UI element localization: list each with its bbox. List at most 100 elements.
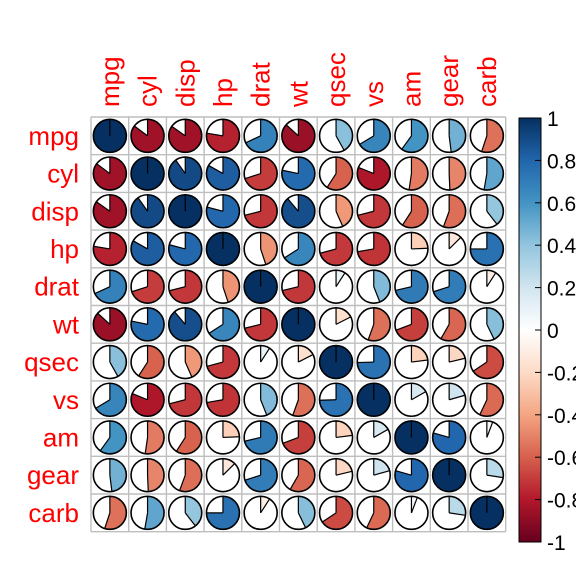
- colorbar-tick-label: 0.2: [547, 278, 576, 301]
- pie-radius-line: [395, 286, 412, 292]
- pie-cell-carb-wt: [281, 495, 316, 531]
- pie-outline: [356, 118, 392, 154]
- pie-outline: [318, 118, 354, 154]
- pie-outline: [469, 269, 505, 304]
- pie-cell-wt-hp: [205, 307, 241, 342]
- pie-cell-carb-disp: [167, 495, 203, 531]
- pie-radius-line: [373, 470, 390, 476]
- pie-radius-line: [96, 163, 111, 175]
- pie-radius-line: [284, 248, 299, 259]
- colorbar-tick-label: 0: [547, 320, 559, 343]
- pie-radius-line: [440, 324, 450, 339]
- pie-outline: [243, 495, 278, 531]
- pie-radius-line: [292, 399, 299, 416]
- pie-outline: [431, 193, 467, 229]
- pie-cell-vs-gear: [431, 382, 467, 418]
- pie-radius-line: [408, 173, 413, 190]
- pie-wedge: [298, 496, 315, 528]
- pie-cell-hp-cyl: [130, 231, 165, 267]
- pie-layer: [92, 118, 505, 531]
- pie-cell-vs-cyl: [130, 382, 165, 418]
- pie-cell-mpg-carb: [469, 118, 505, 154]
- pie-radius-line: [367, 324, 375, 341]
- pie-wedge: [336, 458, 353, 476]
- pie-cell-wt-cyl: [130, 307, 165, 342]
- pie-cell-qsec-cyl: [130, 344, 165, 380]
- pie-radius-line: [222, 286, 229, 303]
- pie-wedge: [479, 383, 504, 417]
- pie-cell-hp-disp: [167, 231, 203, 267]
- pie-outline: [167, 193, 203, 229]
- pie-cell-carb-vs: [356, 495, 392, 531]
- pie-cell-hp-am: [394, 231, 429, 267]
- pie-cell-disp-drat: [243, 193, 278, 229]
- pie-cell-wt-vs: [356, 307, 392, 342]
- pie-outline: [431, 457, 467, 493]
- pie-cell-qsec-mpg: [92, 344, 128, 380]
- pie-radius-line: [244, 172, 261, 180]
- pie-wedge: [449, 157, 466, 191]
- pie-radius-line: [137, 197, 149, 212]
- pie-outline: [205, 118, 241, 154]
- pie-radius-line: [411, 391, 427, 401]
- pie-outline: [281, 156, 316, 191]
- pie-radius-line: [479, 399, 488, 415]
- pie-cell-mpg-qsec: [318, 118, 354, 154]
- pie-wedge: [244, 307, 278, 341]
- pie-cell-gear-cyl: [130, 457, 165, 493]
- pie-wedge: [440, 307, 466, 341]
- pie-wedge: [100, 420, 127, 454]
- pie-outline: [356, 344, 392, 380]
- pie-cell-hp-vs: [356, 231, 392, 267]
- pie-wedge: [473, 345, 504, 379]
- pie-wedge: [260, 383, 278, 416]
- pie-radius-line: [175, 437, 186, 452]
- pie-outline: [205, 193, 241, 229]
- pie-wedge: [449, 232, 461, 249]
- pie-outline: [243, 156, 278, 191]
- pie-wedge: [409, 157, 428, 191]
- pie-cell-wt-drat: [243, 307, 278, 342]
- pie-outline: [318, 193, 354, 229]
- pie-wedge: [359, 119, 391, 153]
- pie-cell-cyl-gear: [431, 156, 467, 191]
- label-layer: mpgmpgcylcyldispdisphphpdratdratwtwtqsec…: [24, 52, 502, 528]
- pie-cell-drat-disp: [167, 269, 203, 304]
- pie-cell-vs-hp: [205, 382, 241, 418]
- pie-radius-line: [206, 399, 224, 404]
- pie-cell-gear-hp: [205, 457, 241, 493]
- pie-cell-carb-qsec: [318, 495, 354, 531]
- pie-cell-hp-gear: [431, 231, 467, 267]
- pie-cell-vs-qsec: [318, 382, 354, 418]
- pie-radius-line: [222, 463, 236, 476]
- pie-outline: [281, 420, 316, 455]
- pie-outline: [356, 495, 392, 531]
- pie-wedge: [486, 307, 504, 340]
- pie-wedge: [443, 194, 466, 228]
- colorbar-tick-label: -0.8: [547, 490, 576, 513]
- pie-cell-wt-gear: [431, 307, 467, 342]
- pie-radius-line: [109, 475, 113, 492]
- colorbar-tick-label: 0.8: [547, 150, 576, 173]
- pie-wedge: [449, 383, 466, 400]
- pie-wedge: [366, 496, 391, 530]
- pie-radius-line: [486, 324, 495, 340]
- pie-outline: [243, 118, 278, 154]
- pie-outline: [356, 156, 392, 191]
- pie-outline: [92, 231, 128, 267]
- colorbar: 1 0.8 0.6 0.4 0.2 0 -0.2 -0.4 -0.6 -0.8 -1: [518, 108, 576, 555]
- pie-outline: [431, 382, 467, 418]
- pie-outline: [281, 118, 316, 154]
- pie-radius-line: [94, 286, 111, 295]
- pie-cell-wt-qsec: [318, 307, 354, 342]
- pie-radius-line: [174, 311, 186, 325]
- row-label-gear: gear: [27, 460, 79, 490]
- pie-cell-vs-disp: [167, 382, 203, 418]
- pie-outline: [394, 193, 429, 229]
- column-label-disp: disp: [170, 59, 200, 107]
- pie-wedge: [486, 194, 504, 225]
- pie-radius-line: [109, 361, 119, 377]
- pie-wedge: [411, 345, 428, 363]
- pie-wedge: [449, 345, 466, 363]
- pie-outline: [469, 231, 505, 267]
